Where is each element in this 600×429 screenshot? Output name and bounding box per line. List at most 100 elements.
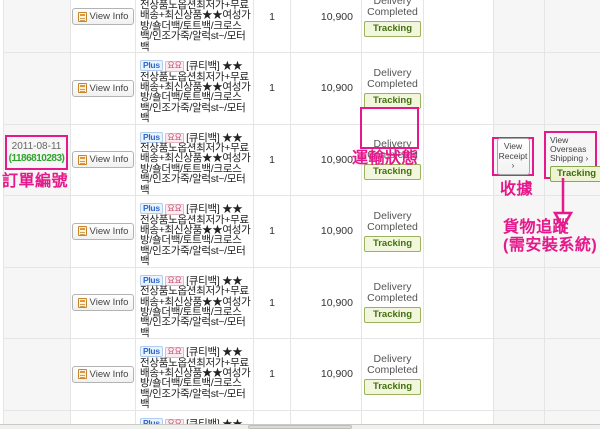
order-number-link[interactable]: (1186810283) bbox=[8, 152, 65, 164]
price-cell: 10,900 bbox=[290, 267, 362, 340]
order-number-annotation: 訂單編號 bbox=[2, 173, 69, 190]
view-info-label: View Info bbox=[89, 82, 129, 94]
plus-badge: Plus bbox=[140, 346, 163, 358]
delivery-status-cell: Delivery Completed Tracking bbox=[361, 52, 424, 125]
product-title[interactable]: Plus 요요 [큐티백] ★★전상품노옵션최저가+무료배송+최신상품★★여성가… bbox=[136, 0, 253, 52]
view-info-button[interactable]: View Info bbox=[71, 79, 135, 97]
receipt-column-cell bbox=[493, 338, 545, 411]
order-item-row: View Info Plus 요요 [큐티백] ★★전상품노옵션최저가+무료배송… bbox=[3, 195, 600, 268]
product-title[interactable]: Plus 요요 [큐티백] ★★전상품노옵션최저가+무료배송+최신상품★★여성가… bbox=[136, 125, 253, 195]
product-cell: Plus 요요 [큐티백] ★★전상품노옵션최저가+무료배송+최신상품★★여성가… bbox=[135, 195, 254, 268]
overseas-column-cell bbox=[544, 338, 600, 411]
quantity-cell: 1 bbox=[253, 195, 291, 268]
package-tracking-annotation-line2: (需安裝系統) bbox=[503, 237, 598, 254]
product-cell: Plus 요요 [큐티백] ★★전상품노옵션최저가+무료배송+최신상품★★여성가… bbox=[135, 267, 254, 340]
empty-cell bbox=[423, 267, 494, 340]
price-cell: 10,900 bbox=[290, 124, 362, 197]
delivery-status-line1: Delivery bbox=[373, 352, 412, 365]
shipping-status-annotation: 運輸狀態 bbox=[352, 150, 419, 167]
view-info-cell: View Info bbox=[70, 195, 136, 268]
view-info-label: View Info bbox=[89, 225, 129, 237]
shipping-status-highlight-box bbox=[360, 107, 419, 149]
empty-cell bbox=[423, 124, 494, 197]
view-info-label: View Info bbox=[89, 154, 129, 166]
overseas-column-cell bbox=[544, 124, 600, 197]
view-info-button[interactable]: View Info bbox=[71, 151, 135, 169]
horizontal-scrollbar[interactable] bbox=[0, 424, 600, 429]
view-info-cell: View Info bbox=[70, 0, 136, 54]
tracking-button[interactable]: Tracking bbox=[363, 235, 422, 252]
delivery-status-line2: Completed bbox=[367, 220, 418, 233]
delivery-status-line1: Delivery bbox=[373, 138, 412, 151]
delivery-status-line2: Completed bbox=[367, 6, 418, 19]
price-cell: 10,900 bbox=[290, 0, 362, 54]
product-cell: Plus 요요 [큐티백] ★★전상품노옵션최저가+무료배송+최신상품★★여성가… bbox=[135, 0, 254, 54]
receipt-column-cell bbox=[493, 52, 545, 125]
tracking-button[interactable]: Tracking bbox=[363, 21, 422, 38]
price-cell: 10,900 bbox=[290, 338, 362, 411]
tracking-button[interactable]: Tracking bbox=[363, 307, 422, 324]
view-receipt-button[interactable]: View Receipt › bbox=[496, 138, 530, 175]
receipt-column-cell bbox=[493, 267, 545, 340]
overseas-shipping-label-line2: Overseas bbox=[550, 144, 587, 154]
receipt-highlight-box: View Receipt › bbox=[492, 137, 534, 176]
price-cell: 10,900 bbox=[290, 52, 362, 125]
delivery-status-line1: Delivery bbox=[373, 281, 412, 294]
quantity-cell: 1 bbox=[253, 0, 291, 54]
product-title[interactable]: Plus 요요 [큐티백] ★★전상품노옵션최저가+무료배송+최신상품★★여성가… bbox=[136, 268, 253, 339]
view-info-cell: View Info bbox=[70, 124, 136, 197]
delivery-status-cell: Delivery Completed Tracking bbox=[361, 124, 424, 197]
product-title[interactable]: Plus 요요 [큐티백] ★★전상품노옵션최저가+무료배송+최신상품★★여성가… bbox=[136, 196, 253, 268]
order-info-column-cell bbox=[3, 267, 71, 340]
delivery-status-line2: Completed bbox=[367, 77, 418, 90]
receipt-column-cell bbox=[493, 195, 545, 268]
document-icon bbox=[77, 154, 87, 165]
order-info-column-cell bbox=[3, 338, 71, 411]
quantity-cell: 1 bbox=[253, 267, 291, 340]
quantity-cell: 1 bbox=[253, 124, 291, 197]
view-info-cell: View Info bbox=[70, 267, 136, 340]
product-title-text: [큐티백] ★★전상품노옵션최저가+무료배송+최신상품★★여성가방/숄더백/토트… bbox=[140, 346, 251, 411]
view-info-cell: View Info bbox=[70, 338, 136, 411]
order-number-highlight-box: 2011-08-11 (1186810283) bbox=[5, 135, 68, 170]
product-title[interactable]: Plus 요요 [큐티백] ★★전상품노옵션최저가+무료배송+최신상품★★여성가… bbox=[136, 53, 253, 125]
view-info-label: View Info bbox=[89, 297, 129, 309]
view-info-button[interactable]: View Info bbox=[71, 294, 135, 312]
view-info-button[interactable]: View Info bbox=[71, 8, 135, 26]
order-info-column-cell bbox=[3, 0, 71, 54]
product-title-text: [큐티백] ★★전상품노옵션최저가+무료배송+최신상품★★여성가방/숄더백/토트… bbox=[140, 60, 251, 125]
product-title-text: [큐티백] ★★전상품노옵션최저가+무료배송+최신상품★★여성가방/숄더백/토트… bbox=[140, 203, 251, 268]
delivery-status-cell: Delivery Completed Tracking bbox=[361, 338, 424, 411]
delivery-status-cell: Delivery Completed Tracking bbox=[361, 0, 424, 54]
empty-cell bbox=[423, 52, 494, 125]
order-info-column-cell bbox=[3, 52, 71, 125]
document-icon bbox=[77, 11, 87, 22]
view-info-label: View Info bbox=[89, 368, 129, 380]
delivery-status-cell: Delivery Completed Tracking bbox=[361, 267, 424, 340]
horizontal-scrollbar-thumb[interactable] bbox=[248, 425, 352, 429]
receipt-column-cell bbox=[493, 0, 545, 54]
delivery-status-line2: Completed bbox=[367, 292, 418, 305]
order-item-row: View Info Plus 요요 [큐티백] ★★전상품노옵션최저가+무료배송… bbox=[3, 0, 600, 54]
product-title-text: [큐티백] ★★전상품노옵션최저가+무료배송+최신상품★★여성가방/숄더백/토트… bbox=[140, 274, 251, 339]
document-icon bbox=[77, 369, 87, 380]
package-tracking-annotation: 貨物追蹤 (需安裝系統) bbox=[503, 219, 597, 255]
plus-badge: Plus bbox=[140, 203, 163, 215]
delivery-status-line1: Delivery bbox=[373, 0, 412, 8]
overseas-column-cell bbox=[544, 195, 600, 268]
order-item-row: View Info Plus 요요 [큐티백] ★★전상품노옵션최저가+무료배송… bbox=[3, 52, 600, 125]
empty-cell bbox=[423, 0, 494, 54]
overseas-shipping-label-line3[interactable]: Shipping › bbox=[550, 153, 589, 163]
view-info-button[interactable]: View Info bbox=[71, 222, 135, 240]
overseas-column-cell bbox=[544, 267, 600, 340]
tracking-button[interactable]: Tracking bbox=[363, 378, 422, 395]
view-info-button[interactable]: View Info bbox=[71, 365, 135, 383]
product-cell: Plus 요요 [큐티백] ★★전상품노옵션최저가+무료배송+최신상품★★여성가… bbox=[135, 52, 254, 125]
document-icon bbox=[77, 83, 87, 94]
document-icon bbox=[77, 226, 87, 237]
tracking-button[interactable]: Tracking bbox=[363, 164, 422, 181]
product-title[interactable]: Plus 요요 [큐티백] ★★전상품노옵션최저가+무료배송+최신상품★★여성가… bbox=[136, 339, 253, 411]
order-date: 2011-08-11 bbox=[11, 140, 62, 152]
delivery-status-line1: Delivery bbox=[373, 66, 412, 79]
